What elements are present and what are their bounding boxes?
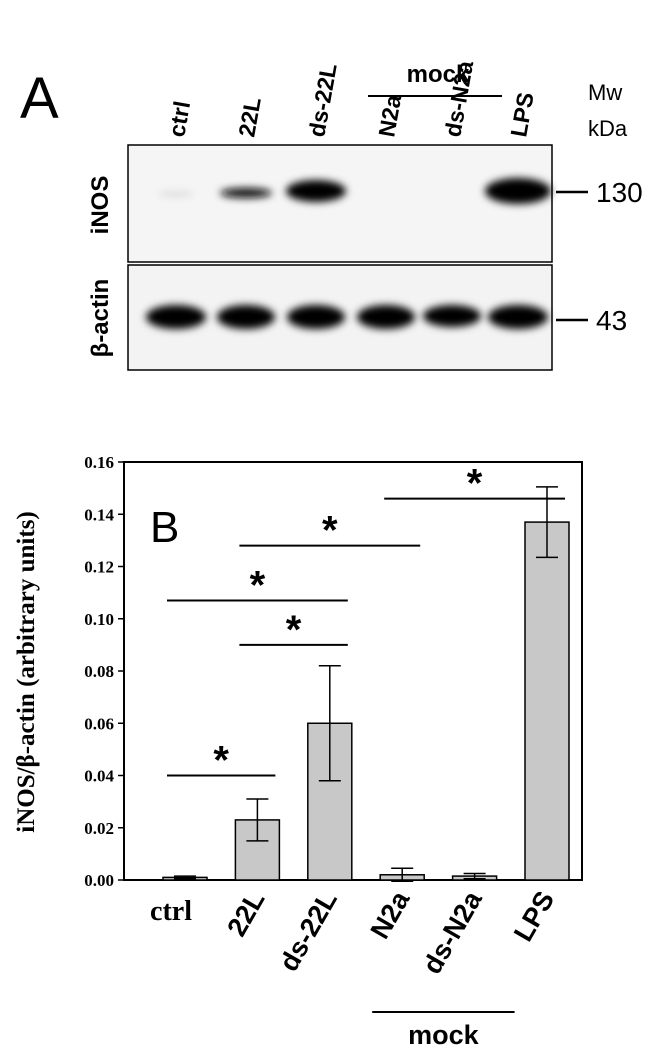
- x-tick-label: 22L: [221, 886, 270, 941]
- y-tick-label: 0.10: [84, 610, 114, 629]
- band: [286, 180, 346, 202]
- y-tick-label: 0.08: [84, 662, 114, 681]
- blot-label: iNOS: [87, 176, 114, 235]
- y-tick-label: 0.02: [84, 819, 114, 838]
- lane-label: N2a: [373, 93, 406, 139]
- panel-label: B: [150, 503, 179, 552]
- x-tick-label: LPS: [508, 886, 560, 946]
- significance-label: *: [213, 739, 229, 783]
- y-tick-label: 0.06: [84, 714, 114, 733]
- marker-label: 43: [596, 305, 627, 336]
- x-tick-label: ds-22L: [273, 886, 342, 976]
- marker-label: 130: [596, 177, 643, 208]
- blot-label: β-actin: [87, 279, 114, 358]
- x-tick-label: ctrl: [150, 896, 192, 927]
- band: [146, 305, 206, 329]
- group-label: mock: [408, 1020, 480, 1050]
- band: [488, 305, 548, 329]
- bands: [146, 178, 551, 329]
- significance-label: *: [322, 509, 338, 553]
- y-tick-label: 0.04: [84, 767, 114, 786]
- lane-label: 22L: [233, 95, 265, 139]
- significance-label: *: [250, 563, 266, 607]
- band: [158, 191, 194, 197]
- y-axis-label: iNOS/β-actin (arbitrary units): [13, 511, 40, 832]
- group-label: mock: [407, 61, 470, 88]
- mw-title: Mw: [588, 80, 622, 105]
- mw-unit: kDa: [588, 116, 628, 141]
- y-tick-label: 0.12: [84, 558, 114, 577]
- significance-label: *: [467, 462, 483, 506]
- y-tick-label: 0.00: [84, 871, 114, 890]
- bar: [524, 521, 570, 881]
- panel-label: A: [20, 66, 59, 131]
- band: [220, 188, 272, 198]
- significance-label: *: [286, 608, 302, 652]
- lane-label: LPS: [505, 90, 538, 139]
- band: [287, 305, 345, 329]
- band: [357, 305, 415, 329]
- band: [485, 178, 551, 204]
- y-tick-label: 0.16: [84, 453, 114, 472]
- band: [423, 305, 481, 327]
- x-tick-label: ds-N2a: [417, 885, 488, 979]
- lane-label: ctrl: [163, 99, 195, 139]
- lane-label: ds-22L: [303, 61, 341, 139]
- y-tick-label: 0.14: [84, 505, 114, 524]
- blot-inos: [127, 144, 553, 263]
- plot-frame: [123, 461, 583, 881]
- band: [217, 305, 275, 329]
- x-tick-label: N2a: [365, 885, 416, 944]
